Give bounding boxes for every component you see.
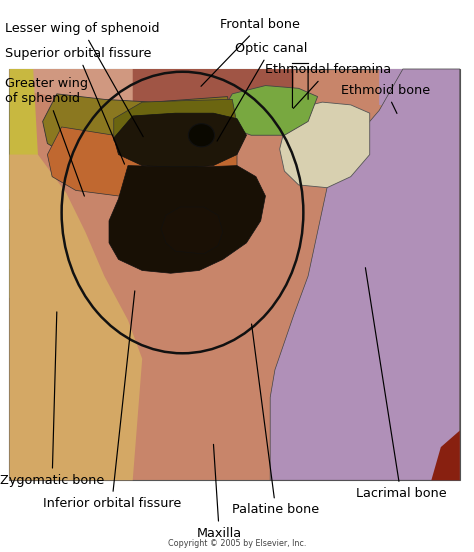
Text: Optic canal: Optic canal: [217, 42, 307, 141]
Text: Copyright © 2005 by Elsevier, Inc.: Copyright © 2005 by Elsevier, Inc.: [168, 539, 306, 548]
Text: Lesser wing of sphenoid: Lesser wing of sphenoid: [5, 22, 159, 137]
Polygon shape: [109, 166, 265, 273]
Polygon shape: [270, 69, 460, 480]
Polygon shape: [280, 102, 370, 188]
Text: Superior orbital fissure: Superior orbital fissure: [5, 47, 151, 164]
Polygon shape: [43, 94, 232, 174]
Polygon shape: [379, 69, 460, 121]
Text: Frontal bone: Frontal bone: [201, 18, 301, 86]
Text: Palatine bone: Palatine bone: [232, 324, 319, 517]
Text: Greater wing
of sphenoid: Greater wing of sphenoid: [5, 77, 88, 196]
FancyBboxPatch shape: [9, 69, 460, 480]
Polygon shape: [9, 155, 142, 480]
Polygon shape: [47, 127, 237, 199]
Text: Ethmoidal foramina: Ethmoidal foramina: [265, 63, 392, 108]
Ellipse shape: [188, 124, 214, 147]
Polygon shape: [133, 69, 294, 116]
Text: Maxilla: Maxilla: [197, 444, 242, 540]
Polygon shape: [9, 69, 228, 116]
Polygon shape: [431, 431, 460, 480]
Text: Ethmoid bone: Ethmoid bone: [341, 84, 430, 113]
Text: Lacrimal bone: Lacrimal bone: [356, 268, 446, 500]
Polygon shape: [114, 113, 246, 168]
Text: Inferior orbital fissure: Inferior orbital fissure: [43, 291, 181, 510]
Polygon shape: [161, 207, 223, 254]
Polygon shape: [114, 99, 237, 148]
Text: Zygomatic bone: Zygomatic bone: [0, 312, 104, 487]
Polygon shape: [223, 86, 318, 135]
Polygon shape: [9, 193, 38, 298]
Polygon shape: [9, 69, 38, 210]
